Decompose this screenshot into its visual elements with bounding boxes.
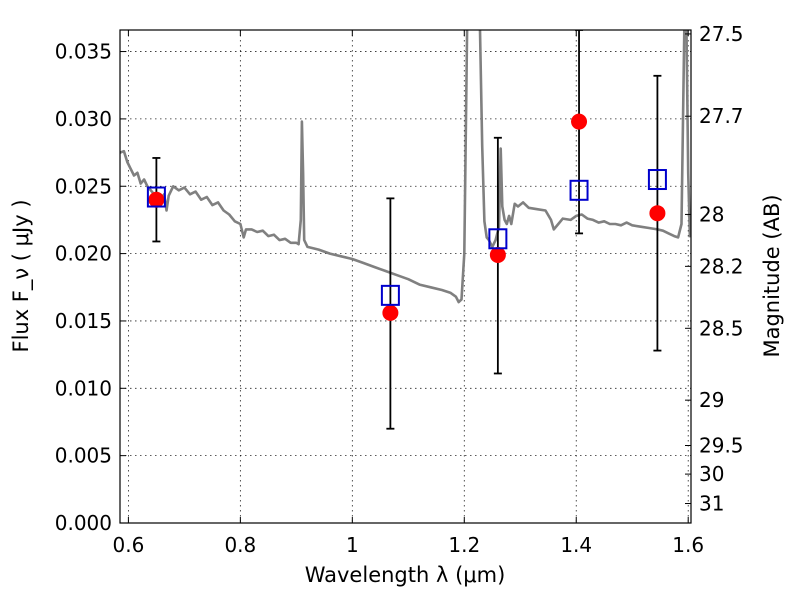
model-photometry-point xyxy=(488,228,508,250)
y2-tick-label: 29 xyxy=(699,388,724,412)
y2-tick-label: 28.5 xyxy=(699,316,744,340)
observed-point xyxy=(649,205,666,222)
y2-axis-label: Magnitude (AB) xyxy=(760,194,784,357)
observed-point xyxy=(571,113,588,130)
y-tick-label: 0.005 xyxy=(55,444,112,468)
y-tick-label: 0.010 xyxy=(55,376,112,400)
observed-point xyxy=(489,246,506,263)
observed-point xyxy=(148,191,165,208)
x-tick-label: 1 xyxy=(346,533,359,557)
y-tick-label: 0.035 xyxy=(55,40,112,64)
axis-labels: 0.6 0.8 1 1.2 1.4 1.6 0.000 0.005 0.010 0.015 0.02… xyxy=(9,22,784,587)
y2-tick-label: 28 xyxy=(699,202,724,226)
model-photometry-point xyxy=(647,169,667,191)
x-tick-label: 1.6 xyxy=(672,533,704,557)
model-photometry-point xyxy=(569,179,589,201)
plot-frame xyxy=(119,29,692,524)
y2-tick-label: 27.7 xyxy=(699,104,744,128)
y2-tick-label: 29.5 xyxy=(699,433,744,457)
y2-tick-label: 30 xyxy=(699,462,724,486)
model-photometry-point xyxy=(146,186,166,208)
observed-point xyxy=(382,304,399,321)
y2-tick-label: 28.2 xyxy=(699,254,744,278)
model-spectrum-line-2 xyxy=(478,30,686,249)
y-tick-label: 0.020 xyxy=(55,242,112,266)
y-tick-label: 0.030 xyxy=(55,107,112,131)
model-photometry-point xyxy=(380,284,400,306)
x-axis-label: Wavelength λ (μm) xyxy=(305,563,506,587)
y-tick-label: 0.015 xyxy=(55,309,112,333)
x-tick-label: 0.8 xyxy=(224,533,256,557)
model-spectrum-line-3 xyxy=(685,30,691,238)
x-tick-label: 0.6 xyxy=(112,533,144,557)
y2-tick-label: 27.5 xyxy=(699,22,744,46)
plot-data xyxy=(120,30,691,430)
grid-lines xyxy=(120,30,691,524)
axis-ticks xyxy=(120,30,691,524)
x-tick-label: 1.2 xyxy=(448,533,480,557)
y-tick-label: 0.000 xyxy=(55,511,112,535)
x-tick-label: 1.4 xyxy=(560,533,592,557)
y-axis-label: Flux F_ν ( μJy ) xyxy=(9,199,34,352)
y-tick-label: 0.025 xyxy=(55,174,112,198)
y2-tick-label: 31 xyxy=(699,492,724,516)
